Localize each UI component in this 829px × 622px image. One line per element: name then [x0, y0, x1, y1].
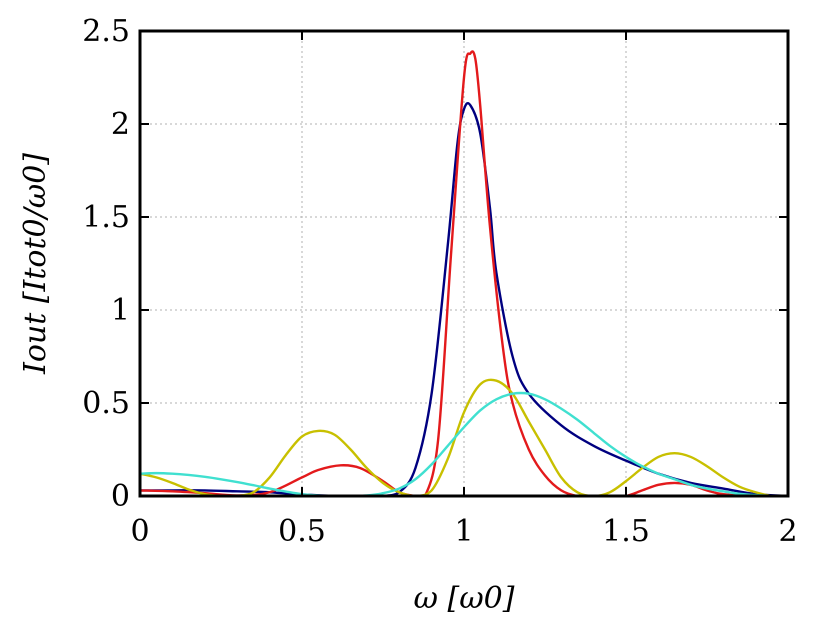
y-tick-label: 2.5	[82, 14, 130, 49]
series-group	[139, 50, 789, 498]
ticks	[139, 30, 789, 497]
series-line-4	[139, 391, 789, 498]
grid	[140, 31, 788, 496]
x-tick-labels: 0 0.5 1 1.5 2	[130, 514, 797, 549]
x-tick-label: 0.5	[278, 514, 326, 549]
x-tick-label: 2	[778, 514, 797, 549]
y-tick-label: 0	[111, 479, 130, 514]
y-tick-label: 2	[111, 107, 130, 142]
y-tick-label: 1.5	[82, 200, 130, 235]
x-tick-label: 0	[130, 514, 149, 549]
x-axis-label: ω [ω0]	[414, 581, 515, 616]
y-axis-label: Iout [Itot0/ω0]	[18, 153, 53, 375]
y-tick-label: 0.5	[82, 386, 130, 421]
series-line-2	[139, 50, 788, 498]
y-tick-label: 1	[111, 293, 130, 328]
y-tick-labels: 0 0.5 1 1.5 2 2.5	[82, 14, 130, 514]
x-tick-label: 1	[454, 514, 473, 549]
x-tick-label: 1.5	[602, 514, 650, 549]
series-line-3	[139, 378, 788, 498]
